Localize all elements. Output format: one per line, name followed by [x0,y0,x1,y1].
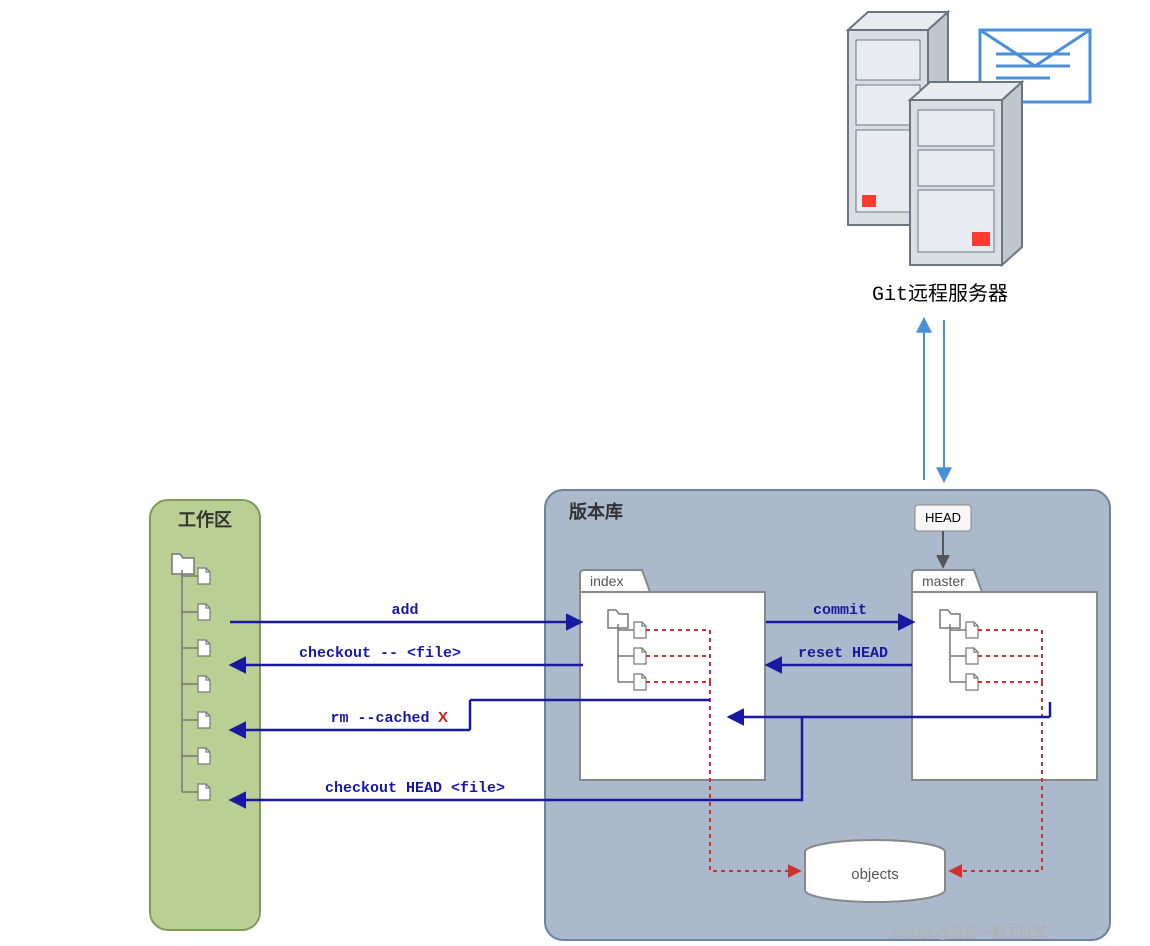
index-folder: index [580,570,765,780]
cmd-label-commit: commit [813,602,867,619]
svg-text:index: index [590,573,623,589]
watermark-text: CSDN @我有一颗五叶草 [892,925,1048,941]
server-label: Git远程服务器 [872,282,1008,307]
svg-text:master: master [922,573,965,589]
cmd-label-add: add [391,602,418,619]
server-icon [848,12,1090,265]
cmd-label-checkout-head: checkout HEAD <file> [325,780,505,797]
server-tower-front [910,82,1022,265]
x-icon: X [438,709,448,726]
master-folder: master [912,570,1097,780]
cmd-label-rm-cached: rm --cached [330,710,429,727]
cmd-label-reset-head: reset HEAD [798,645,888,662]
objects-cylinder: objects [805,840,945,902]
repo-area-label: 版本库 [569,501,623,522]
svg-text:objects: objects [851,866,899,883]
cmd-label-checkout-file: checkout -- <file> [299,645,461,662]
head-label: HEAD [925,510,961,525]
work-area-label: 工作区 [178,509,232,530]
